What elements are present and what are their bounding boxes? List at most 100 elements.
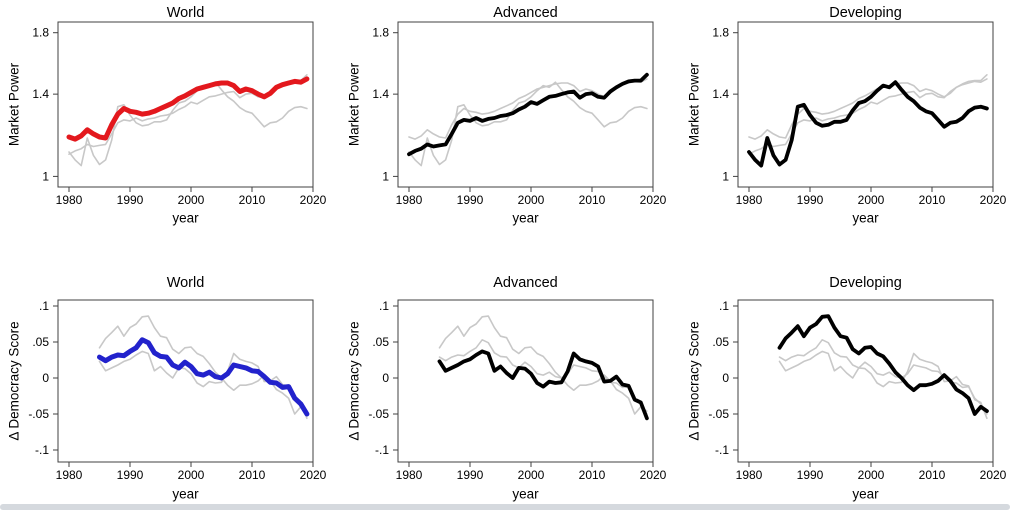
x-tick-label: 2020	[300, 468, 327, 482]
x-tick-label: 1990	[117, 193, 144, 207]
y-tick-label: .05	[372, 335, 389, 349]
y-tick-label: .1	[719, 299, 729, 313]
x-tick-label: 2010	[579, 193, 606, 207]
x-tick-label: 1980	[396, 193, 423, 207]
plot-frame	[397, 299, 654, 463]
chart-market_power-developing: 1 1.4 1.8 1980 1990 2000 2010 2020 Developing yea…	[687, 5, 1007, 226]
window-bottom-edge	[0, 504, 1010, 510]
line-world-highlight	[66, 76, 310, 142]
x-tick-label: 2000	[858, 193, 885, 207]
x-tick-label: 1980	[56, 468, 83, 482]
y-tick-label: 1.4	[372, 87, 389, 101]
chart-market_power-world: 1 1.4 1.8 1980 1990 2000 2010 2020 World year Mark…	[7, 5, 327, 226]
y-tick-label: 0	[382, 371, 389, 385]
chart-panel-market_power-world: 1 1.4 1.8 1980 1990 2000 2010 2020 World year Mark…	[0, 0, 342, 230]
x-axis-title: year	[512, 211, 539, 226]
x-tick-label: 2000	[858, 468, 885, 482]
y-tick-label: -.1	[715, 443, 729, 457]
y-tick-label: -.05	[708, 407, 729, 421]
y-tick-label: .1	[39, 299, 49, 313]
y-tick-label: -.05	[368, 407, 389, 421]
line-advanced-context	[778, 350, 988, 420]
x-tick-label: 2020	[300, 193, 327, 207]
line-advanced-context	[68, 74, 308, 155]
x-tick-label: 2020	[640, 468, 667, 482]
line-advanced-context	[98, 350, 308, 420]
line-world-highlight	[97, 337, 310, 417]
line-advanced-highlight	[407, 72, 649, 157]
line-advanced-highlight	[437, 349, 649, 421]
y-tick-label: 1	[382, 169, 389, 183]
panel-title: Developing	[829, 5, 902, 21]
chart-market_power-advanced: 1 1.4 1.8 1980 1990 2000 2010 2020 Advanced year M…	[347, 5, 667, 226]
panel-title: World	[167, 275, 205, 291]
y-tick-label: 1.4	[32, 87, 49, 101]
x-tick-label: 2020	[640, 193, 667, 207]
y-tick-label: .05	[32, 335, 49, 349]
y-tick-label: 1	[42, 169, 49, 183]
x-tick-label: 2000	[518, 193, 545, 207]
x-tick-label: 1990	[457, 468, 484, 482]
x-tick-label: 2000	[178, 468, 205, 482]
x-tick-label: 1980	[56, 193, 83, 207]
chart-democracy-advanced: -.1 -.05 0 .05 .1 1980 1990 2000 2010 2020 Advance…	[347, 275, 667, 502]
panel-title: Advanced	[493, 5, 558, 21]
y-tick-label: .1	[379, 299, 389, 313]
plot-frame	[737, 299, 994, 463]
y-tick-label: 1.8	[32, 26, 49, 40]
line-developing-context	[438, 315, 648, 415]
x-axis-title: year	[852, 211, 879, 226]
x-tick-label: 1980	[396, 468, 423, 482]
y-tick-label: 0	[42, 371, 49, 385]
line-world-context	[748, 78, 988, 140]
line-developing-context	[68, 81, 308, 167]
x-tick-label: 2020	[980, 468, 1007, 482]
y-tick-label: 1.4	[712, 87, 729, 101]
line-developing-context	[98, 315, 308, 415]
panel-title: Advanced	[493, 275, 558, 291]
y-tick-label: 1.8	[372, 26, 389, 40]
plot-frame	[397, 21, 654, 188]
chart-panel-market_power-advanced: 1 1.4 1.8 1980 1990 2000 2010 2020 Advanced year M…	[340, 0, 682, 230]
y-tick-label: .05	[712, 335, 729, 349]
x-tick-label: 2020	[980, 193, 1007, 207]
plot-frame	[57, 299, 314, 463]
chart-democracy-world: -.1 -.05 0 .05 .1 1980 1990 2000 2010 2020 World ye…	[7, 275, 327, 502]
plot-frame	[737, 21, 994, 188]
x-axis-title: year	[172, 487, 199, 502]
y-axis-title: Δ Democracy Score	[7, 321, 22, 440]
x-tick-label: 2010	[239, 193, 266, 207]
y-tick-label: 1	[722, 169, 729, 183]
y-tick-label: -.05	[28, 407, 49, 421]
x-axis-title: year	[172, 211, 199, 226]
y-axis-title: Market Power	[7, 62, 22, 146]
x-tick-label: 1990	[117, 468, 144, 482]
x-tick-label: 1980	[736, 468, 763, 482]
chart-panel-democracy-developing: -.1 -.05 0 .05 .1 1980 1990 2000 2010 2020 Develop…	[680, 270, 1022, 511]
line-advanced-context	[748, 74, 988, 155]
plot-frame	[57, 21, 314, 188]
line-developing-context	[408, 81, 648, 167]
chart-panel-market_power-developing: 1 1.4 1.8 1980 1990 2000 2010 2020 Developing yea…	[680, 0, 1022, 230]
chart-panel-democracy-advanced: -.1 -.05 0 .05 .1 1980 1990 2000 2010 2020 Advance…	[340, 270, 682, 511]
x-tick-label: 2010	[239, 468, 266, 482]
x-axis-title: year	[512, 487, 539, 502]
y-tick-label: -.1	[375, 443, 389, 457]
y-tick-label: -.1	[35, 443, 49, 457]
x-tick-label: 2010	[919, 193, 946, 207]
chart-democracy-developing: -.1 -.05 0 .05 .1 1980 1990 2000 2010 2020 Develop…	[687, 275, 1007, 502]
y-axis-title: Market Power	[347, 62, 362, 146]
x-tick-label: 1980	[736, 193, 763, 207]
x-tick-label: 2000	[518, 468, 545, 482]
panel-title: World	[167, 5, 205, 21]
line-developing-highlight	[747, 80, 989, 168]
y-axis-title: Market Power	[687, 62, 702, 146]
y-tick-label: 0	[722, 371, 729, 385]
x-tick-label: 1990	[797, 193, 824, 207]
x-tick-label: 1990	[797, 468, 824, 482]
y-axis-title: Δ Democracy Score	[347, 321, 362, 440]
y-tick-label: 1.8	[712, 26, 729, 40]
y-axis-title: Δ Democracy Score	[687, 321, 702, 440]
line-world-context	[408, 78, 648, 140]
